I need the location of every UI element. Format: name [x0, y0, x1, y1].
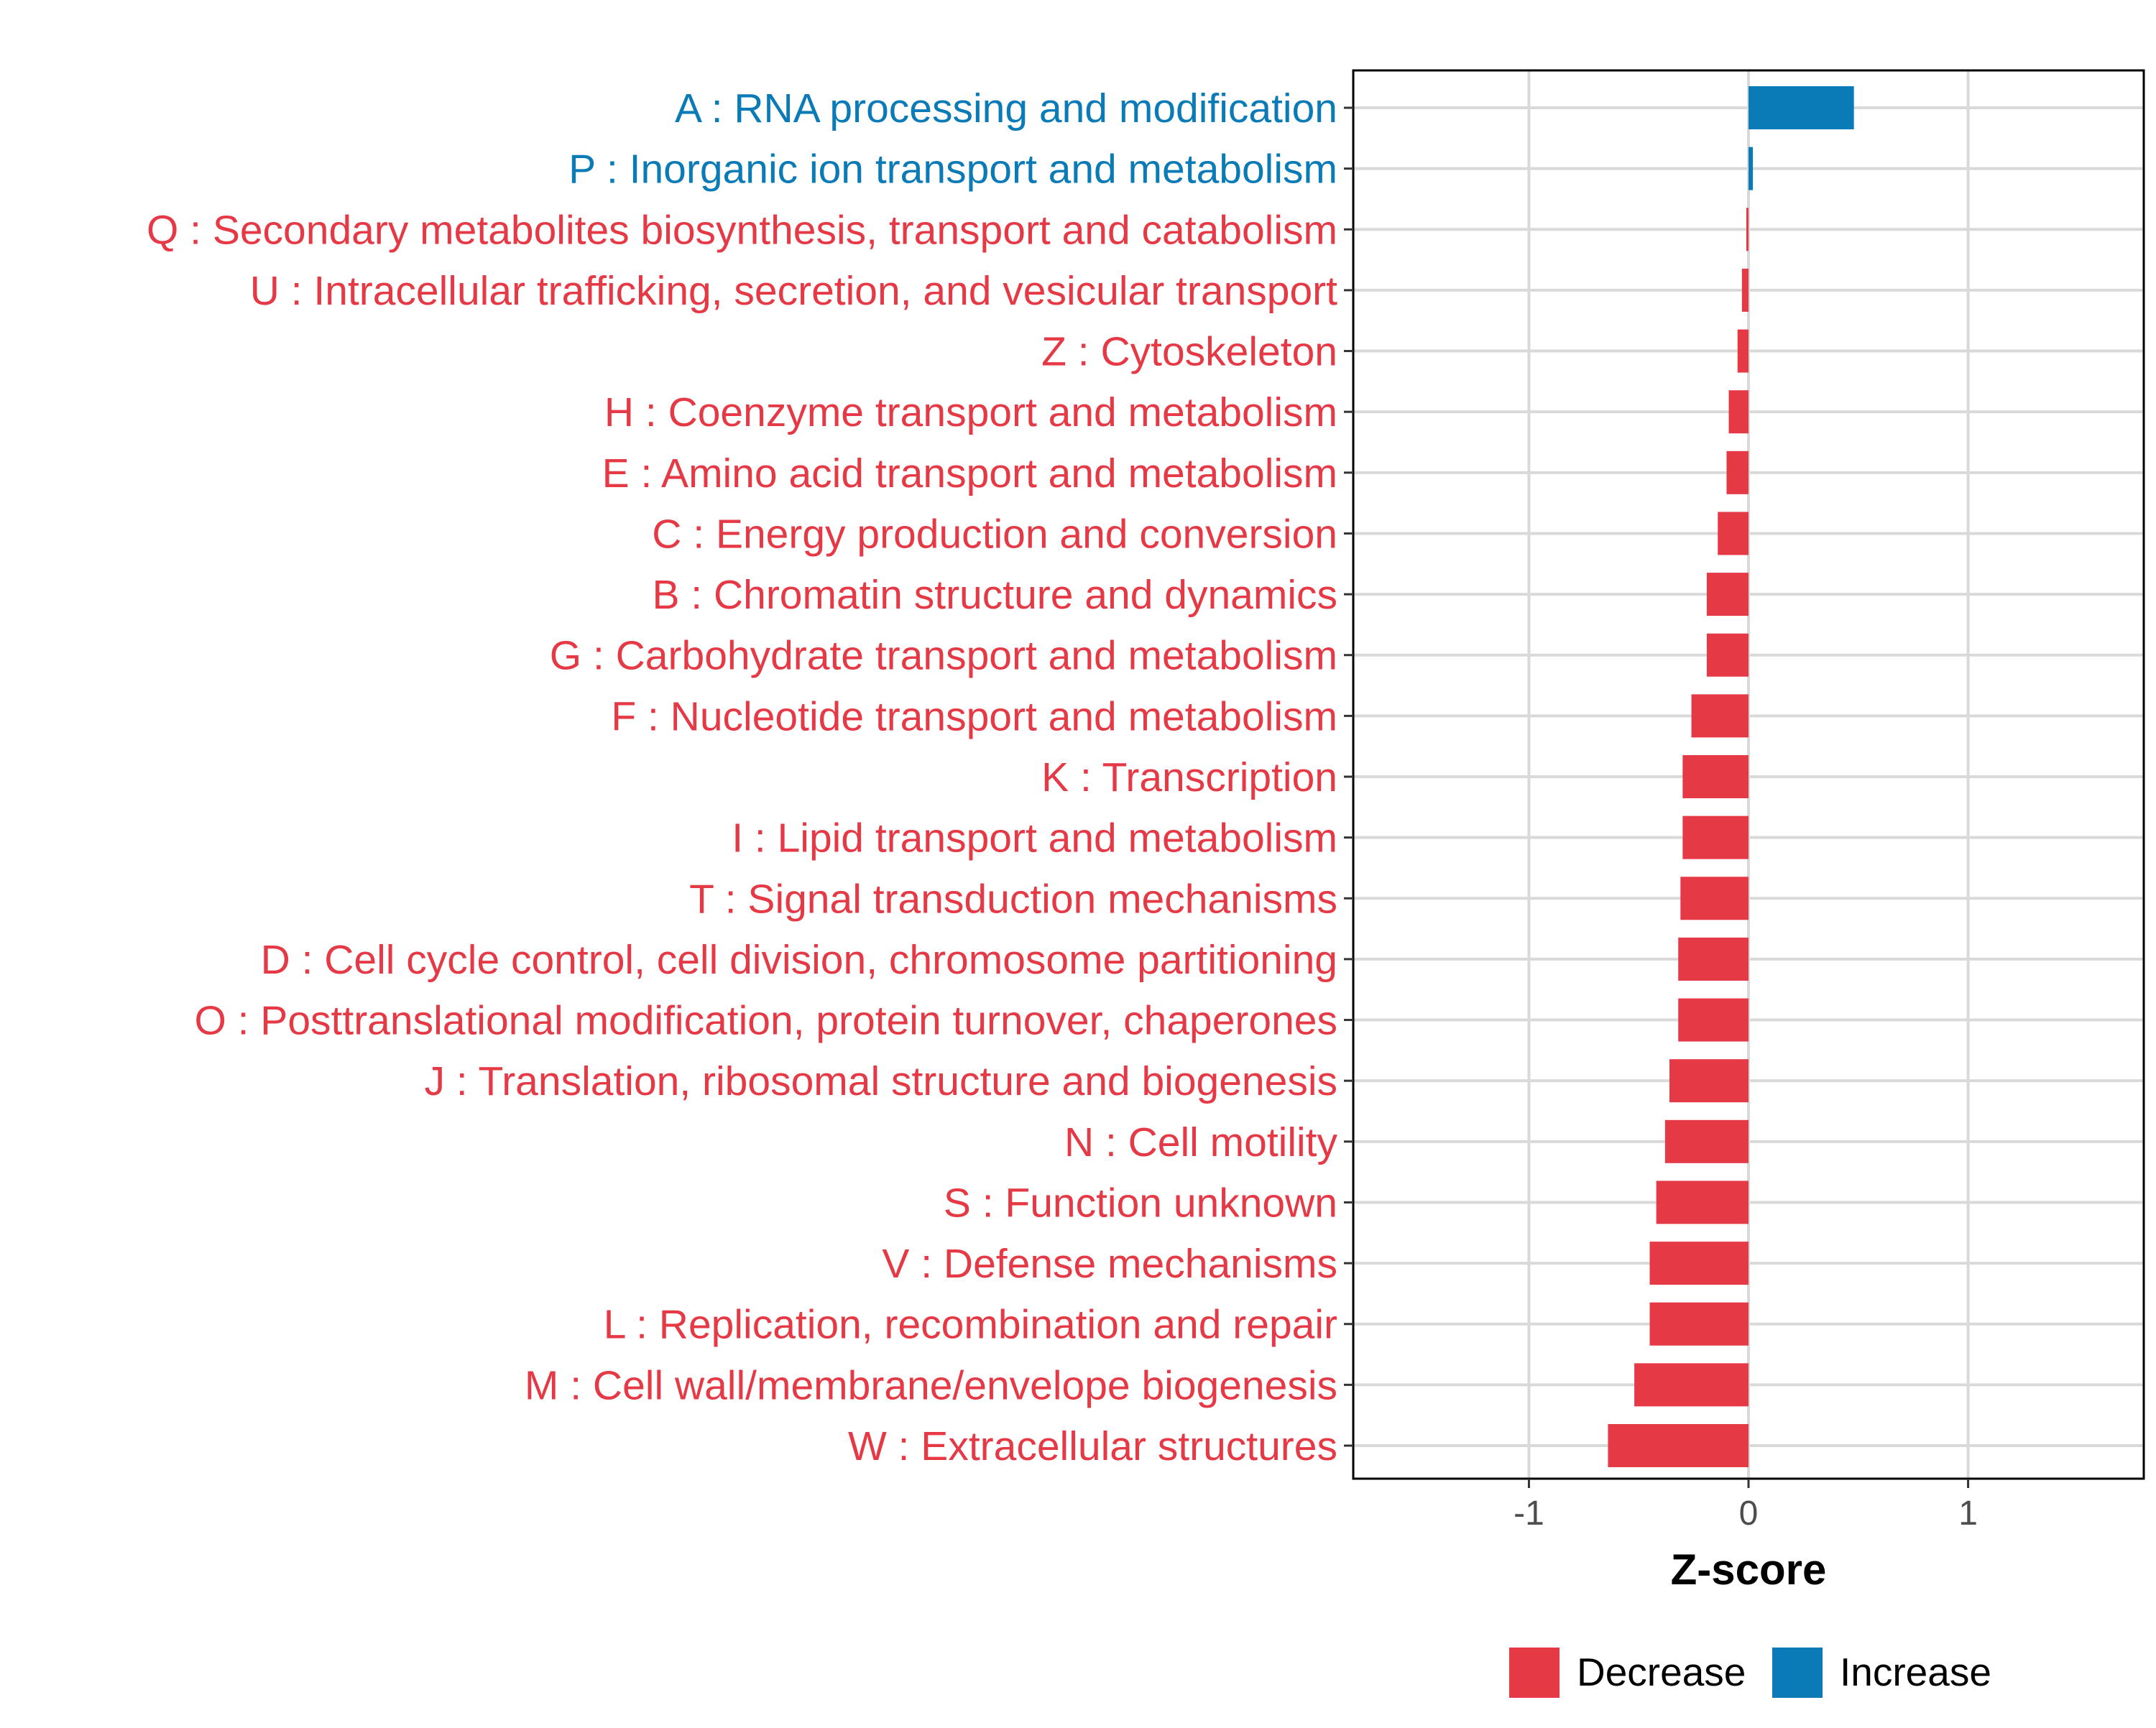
- y-tick-label: W : Extracellular structures: [848, 1423, 1337, 1469]
- y-tick-label: C : Energy production and conversion: [652, 511, 1337, 557]
- y-axis-ticks: [1344, 106, 1353, 1447]
- legend-key-increase: [1772, 1648, 1823, 1698]
- bar-p: [1749, 147, 1754, 190]
- y-tick-label: G : Carbohydrate transport and metabolis…: [550, 633, 1337, 679]
- bar-q: [1746, 208, 1749, 251]
- y-tick-label: J : Translation, ribosomal structure and…: [425, 1058, 1337, 1104]
- y-tick-label: V : Defense mechanisms: [882, 1241, 1337, 1287]
- y-tick-label: D : Cell cycle control, cell division, c…: [261, 937, 1337, 983]
- bar-t: [1680, 877, 1749, 920]
- bar-u: [1741, 268, 1749, 312]
- bar-w: [1608, 1424, 1749, 1467]
- x-tick-label: 1: [1958, 1494, 1978, 1533]
- y-tick-label: T : Signal transduction mechanisms: [689, 876, 1337, 922]
- bar-f: [1691, 694, 1749, 738]
- x-axis: -1 0 1: [1514, 1479, 1978, 1533]
- y-tick-label: E : Amino acid transport and metabolism: [602, 451, 1337, 496]
- bar-n: [1664, 1119, 1749, 1163]
- y-tick-label: U : Intracellular trafficking, secretion…: [250, 268, 1337, 314]
- bar-g: [1706, 633, 1749, 677]
- y-tick-label: K : Transcription: [1041, 754, 1337, 800]
- y-tick-label: I : Lipid transport and metabolism: [732, 816, 1337, 861]
- bar-z: [1737, 329, 1749, 373]
- y-tick-label: P : Inorganic ion transport and metaboli…: [568, 147, 1337, 193]
- y-tick-label: N : Cell motility: [1064, 1119, 1338, 1165]
- bar-o: [1678, 998, 1749, 1042]
- bar-h: [1728, 390, 1749, 434]
- bar-c: [1718, 512, 1749, 555]
- bar-l: [1649, 1302, 1749, 1346]
- y-tick-label: L : Replication, recombination and repai…: [604, 1302, 1337, 1348]
- y-tick-label: B : Chromatin structure and dynamics: [652, 572, 1337, 618]
- y-axis-labels: A : RNA processing and modification P : I…: [147, 86, 1338, 1469]
- y-tick-label: F : Nucleotide transport and metabolism: [611, 693, 1337, 739]
- bar-b: [1706, 573, 1749, 616]
- legend-key-decrease: [1509, 1648, 1560, 1698]
- legend: Decrease Increase: [1509, 1648, 1991, 1698]
- x-tick-label: -1: [1514, 1494, 1544, 1533]
- y-tick-label: Q : Secondary metabolites biosynthesis, …: [147, 207, 1337, 253]
- y-tick-label: O : Posttranslational modification, prot…: [194, 998, 1337, 1044]
- y-tick-label: M : Cell wall/membrane/envelope biogenes…: [525, 1362, 1337, 1408]
- bar-j: [1669, 1059, 1749, 1103]
- bar-m: [1634, 1363, 1749, 1407]
- x-axis-title: Z-score: [1671, 1546, 1827, 1594]
- bar-a: [1749, 86, 1854, 129]
- bar-k: [1682, 755, 1749, 798]
- y-tick-label: S : Function unknown: [944, 1180, 1337, 1226]
- legend-label-decrease: Decrease: [1577, 1650, 1746, 1694]
- bar-e: [1726, 451, 1749, 494]
- bar-i: [1682, 816, 1749, 859]
- bar-v: [1649, 1242, 1749, 1285]
- bar-s: [1656, 1181, 1749, 1224]
- x-tick-label: 0: [1739, 1494, 1759, 1533]
- y-tick-label: Z : Cytoskeleton: [1041, 329, 1337, 375]
- bars: [1608, 86, 1854, 1467]
- y-tick-label: H : Coenzyme transport and metabolism: [604, 389, 1337, 435]
- legend-label-increase: Increase: [1840, 1650, 1991, 1694]
- bar-d: [1678, 937, 1749, 981]
- y-tick-label: A : RNA processing and modification: [675, 86, 1337, 131]
